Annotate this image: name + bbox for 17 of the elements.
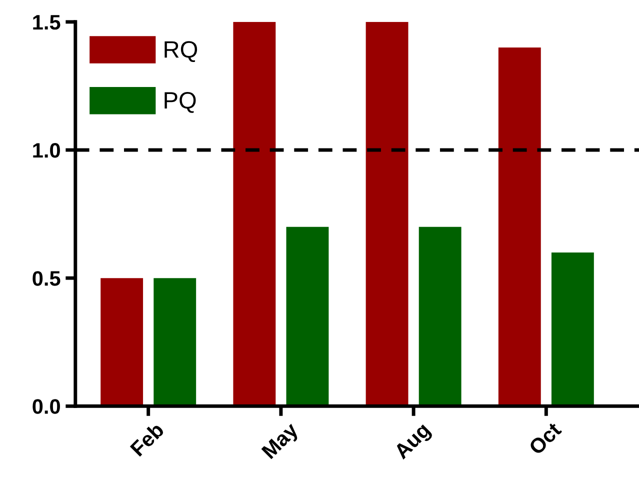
x-tick-label: Oct (528, 421, 562, 456)
bar (233, 22, 276, 406)
y-tick-label: 1.5 (33, 15, 60, 30)
y-tick-label: 1.0 (33, 142, 60, 158)
bar (154, 278, 196, 406)
y-tick-label: 0.0 (32, 399, 60, 414)
x-tick-label: Aug (393, 422, 434, 463)
legend-label: RQ (164, 41, 198, 62)
bar (418, 226, 462, 406)
bar (100, 278, 144, 406)
bar (366, 22, 408, 406)
bar (286, 226, 329, 406)
y-tick-label: 0.5 (32, 271, 60, 286)
bar (498, 48, 541, 406)
legend-label: PQ (164, 92, 196, 113)
bar (551, 252, 594, 406)
x-tick-label: Feb (129, 421, 165, 457)
